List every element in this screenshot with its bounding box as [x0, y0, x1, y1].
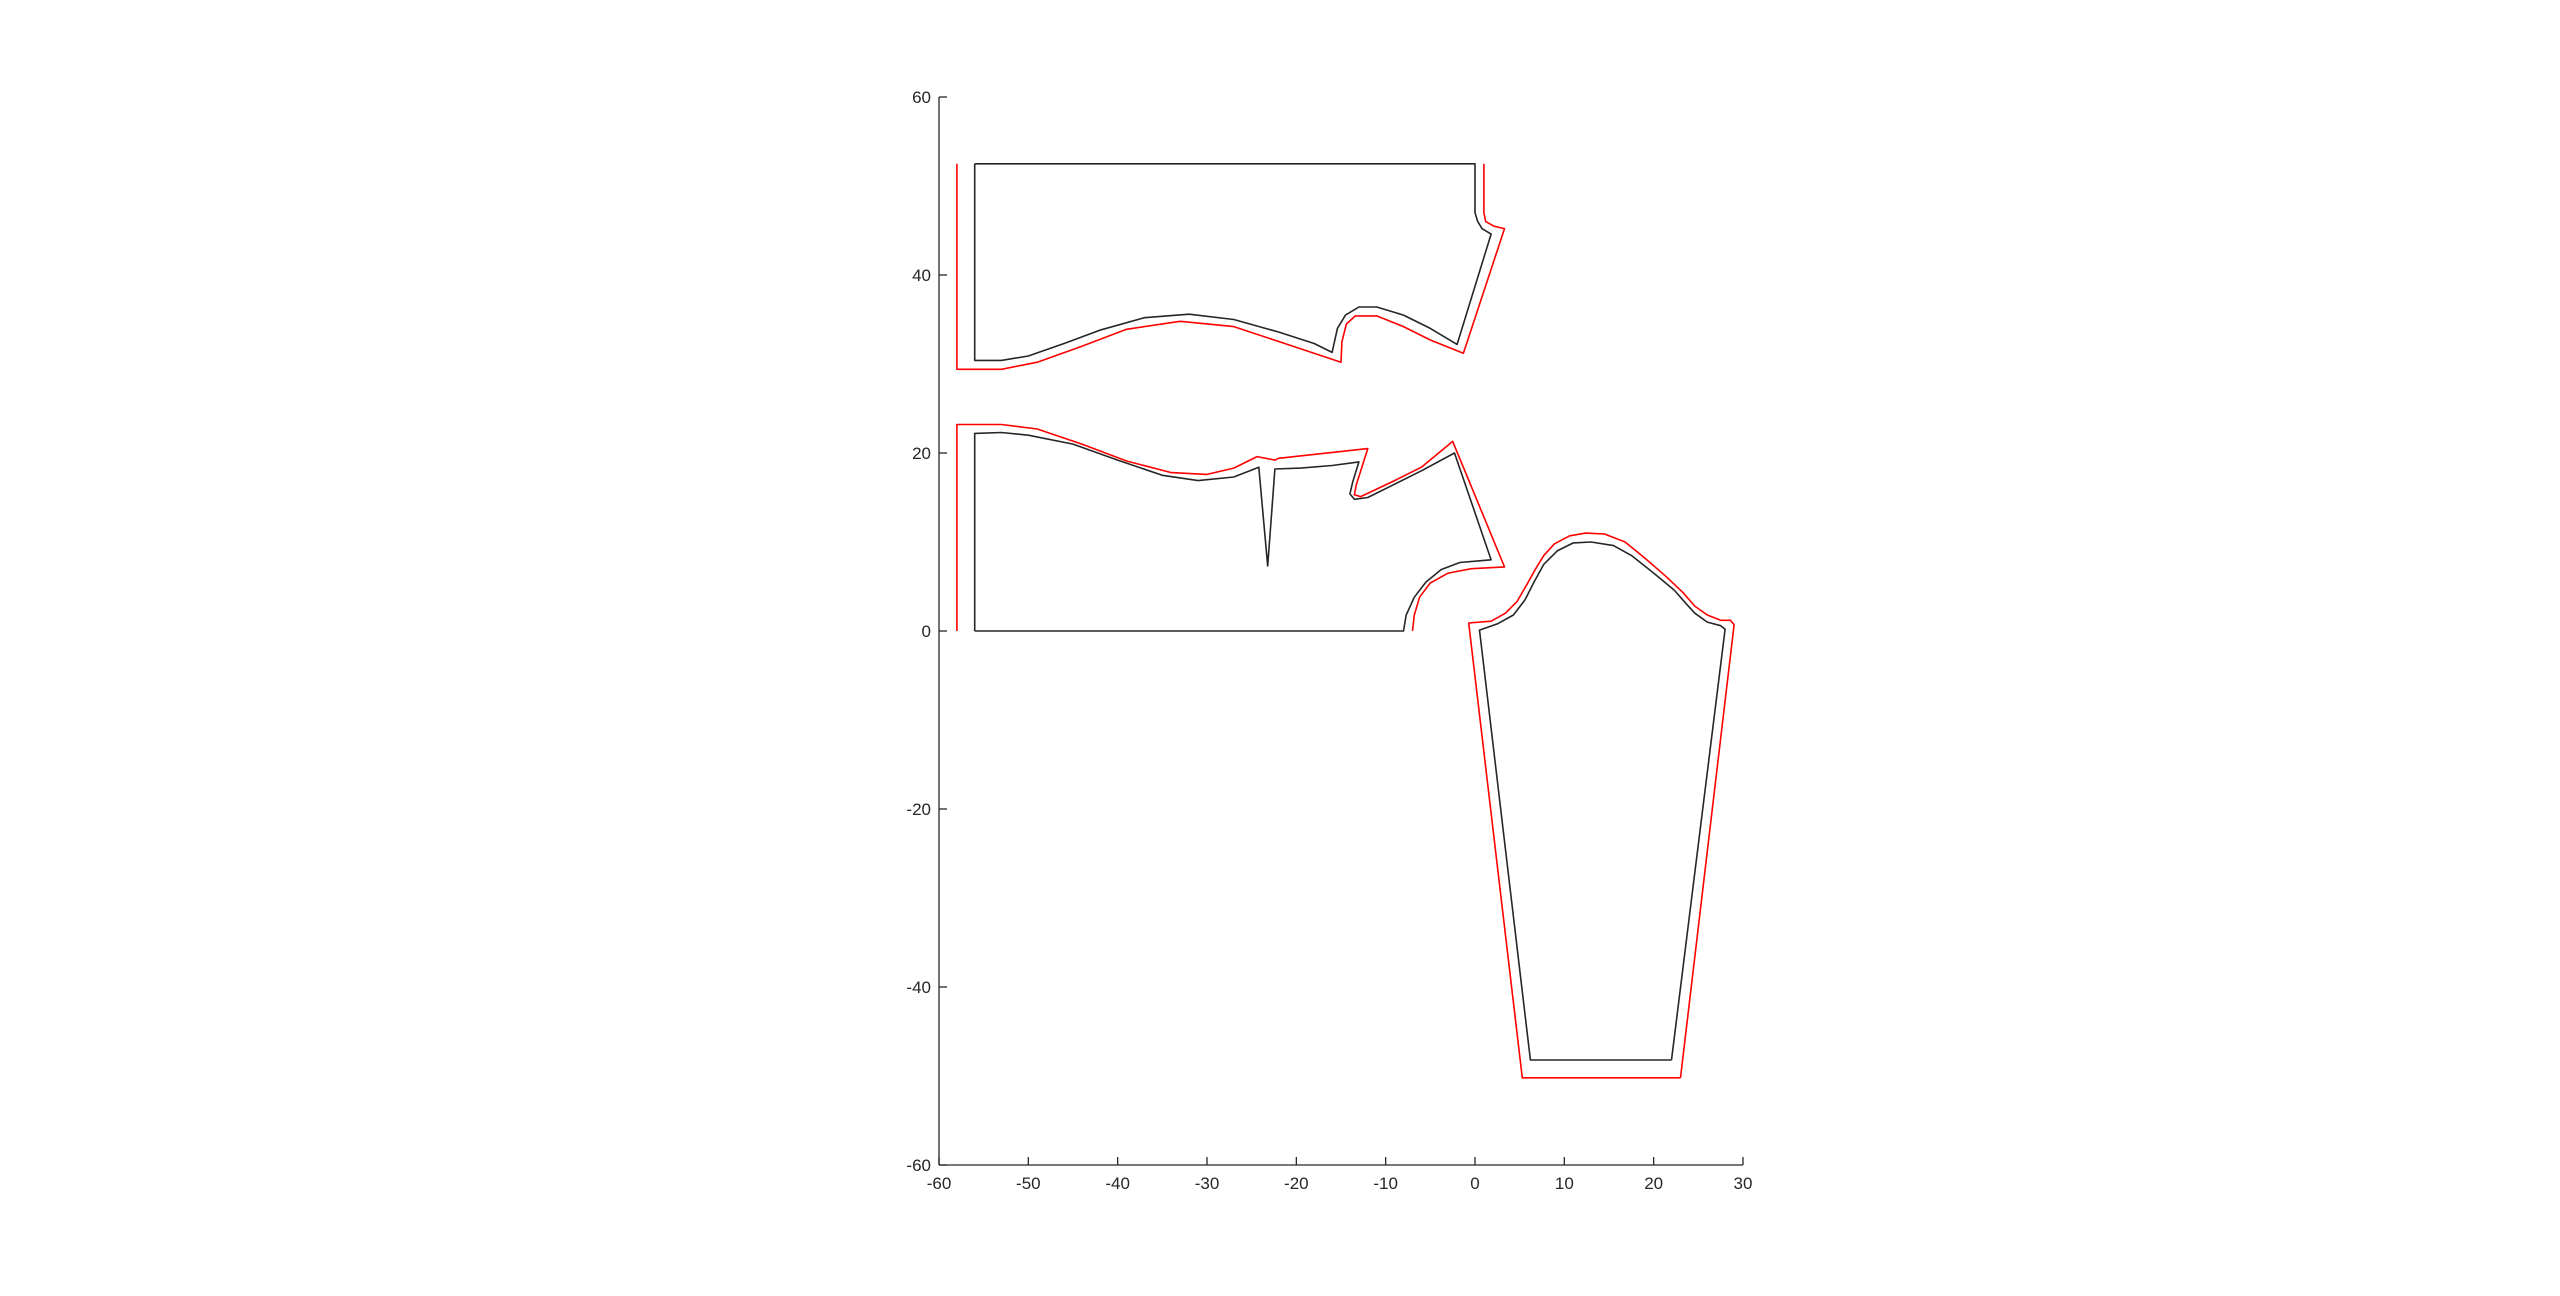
- y-tick-label: -40: [906, 978, 931, 997]
- y-tick-label: 40: [912, 266, 931, 285]
- axes: -60 -50 -40 -30 -20 -10 0 10 20 30 -60 -40 -20 0 20 40…: [906, 88, 1752, 1193]
- x-tick-label: -50: [1016, 1174, 1041, 1193]
- x-tick-label: 10: [1555, 1174, 1574, 1193]
- y-tick-label: -60: [906, 1156, 931, 1175]
- y-tick-label: 0: [922, 622, 931, 641]
- pattern-outline-4: [1478, 541, 1726, 1061]
- x-tick-label: -60: [927, 1174, 952, 1193]
- y-tick-label: -20: [906, 800, 931, 819]
- pattern-outline-2: [973, 431, 1492, 632]
- y-axis-ticks: -60 -40 -20 0 20 40 60: [906, 88, 947, 1175]
- seam-allowance-outline-3: [956, 423, 1506, 632]
- x-tick-label: -20: [1284, 1174, 1309, 1193]
- x-tick-label: 30: [1734, 1174, 1753, 1193]
- seam-allowance-outline-5: [1467, 532, 1735, 1079]
- pattern-outline-0: [973, 163, 1492, 362]
- y-tick-label: 60: [912, 88, 931, 107]
- x-axis-ticks: -60 -50 -40 -30 -20 -10 0 10 20 30: [927, 1157, 1753, 1193]
- x-tick-label: -10: [1373, 1174, 1398, 1193]
- x-tick-label: -40: [1105, 1174, 1130, 1193]
- seam-allowance-outline-1: [956, 163, 1506, 371]
- series-layer: [956, 163, 1735, 1079]
- x-tick-label: 0: [1470, 1174, 1479, 1193]
- y-tick-label: 20: [912, 444, 931, 463]
- x-tick-label: 20: [1644, 1174, 1663, 1193]
- x-tick-label: -30: [1195, 1174, 1220, 1193]
